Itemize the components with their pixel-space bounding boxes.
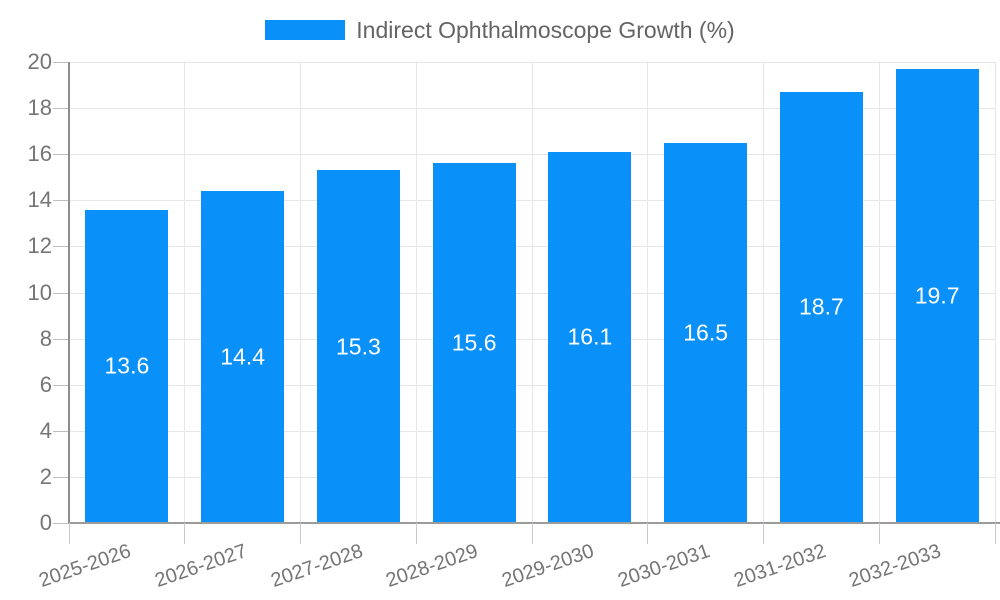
y-axis-tick xyxy=(53,62,68,63)
y-axis-tick-label: 12 xyxy=(27,233,52,259)
x-axis-line xyxy=(68,522,1000,524)
y-axis-tick xyxy=(53,476,68,478)
y-axis-tick-label: 14 xyxy=(27,187,52,213)
y-axis-tick-label: 2 xyxy=(39,463,52,489)
bar-value-label: 13.6 xyxy=(104,352,150,379)
y-axis-tick xyxy=(53,338,68,340)
gridline-vertical xyxy=(878,62,880,523)
y-axis-tick-label: 18 xyxy=(27,95,52,121)
gridline-vertical xyxy=(184,62,186,523)
x-axis-tick-label: 2030-2031 xyxy=(615,540,713,592)
y-axis-tick-label: 8 xyxy=(39,325,52,351)
plot-area: 13.6 14.4 15.3 15.6 16.1 16.5 18.7 19.7 xyxy=(69,62,996,523)
x-axis-tick-label: 2032-2033 xyxy=(846,540,945,592)
y-axis-line xyxy=(68,62,70,523)
y-axis-tick xyxy=(53,523,68,524)
bar-value-label: 14.4 xyxy=(220,343,265,370)
y-axis-tick xyxy=(53,430,68,432)
bar-value-label: 16.5 xyxy=(683,319,728,346)
y-axis-tick-label: 20 xyxy=(27,49,52,74)
bar[interactable]: 19.7 xyxy=(895,68,979,523)
legend-item[interactable]: Indirect Ophthalmoscope Growth (%) xyxy=(265,16,735,44)
gridline-vertical xyxy=(994,62,996,523)
bar[interactable]: 14.4 xyxy=(201,191,285,523)
y-axis-tick-label: 10 xyxy=(27,279,52,305)
legend-label: Indirect Ophthalmoscope Growth (%) xyxy=(356,17,735,43)
x-axis-tick-label: 2028-2029 xyxy=(383,540,482,592)
x-axis-labels: 2025-2026 2026-2027 2027-2028 2028-2029 2029… xyxy=(36,540,995,600)
gridline-vertical xyxy=(763,62,764,523)
y-axis-tick xyxy=(53,154,68,156)
bar-value-label: 15.6 xyxy=(451,329,497,356)
bar[interactable]: 16.1 xyxy=(548,151,632,523)
bar-value-label: 16.1 xyxy=(567,323,613,350)
y-axis-tick xyxy=(53,108,68,110)
bar[interactable]: 13.6 xyxy=(85,209,169,523)
bar-value-label: 19.7 xyxy=(914,282,960,309)
bar[interactable]: 16.5 xyxy=(664,142,748,523)
bar[interactable]: 15.3 xyxy=(316,170,400,523)
legend: Indirect Ophthalmoscope Growth (%) xyxy=(0,16,1000,44)
gridline-vertical xyxy=(647,62,649,523)
y-axis-tick xyxy=(53,200,68,202)
bar[interactable]: 15.6 xyxy=(432,163,516,523)
x-axis-tick-label: 2025-2026 xyxy=(36,540,135,592)
bar-value-label: 18.7 xyxy=(798,293,844,320)
x-axis-tick-label: 2029-2030 xyxy=(499,540,598,592)
y-axis-tick-label: 16 xyxy=(27,141,52,167)
x-axis-tick-label: 2026-2027 xyxy=(152,540,250,592)
legend-swatch xyxy=(265,20,346,40)
y-axis-tick xyxy=(53,384,68,386)
y-axis-tick-label: 6 xyxy=(39,371,52,397)
bar-value-label: 15.3 xyxy=(335,333,381,360)
y-axis-tick xyxy=(53,246,68,248)
x-axis-tick-label: 2031-2032 xyxy=(730,540,829,592)
bar[interactable]: 18.7 xyxy=(779,91,863,523)
y-axis-tick-label: 0 xyxy=(39,510,52,535)
y-axis-tick xyxy=(53,292,68,294)
gridline-vertical xyxy=(300,62,301,523)
gridline-vertical xyxy=(415,62,417,523)
x-axis-tick-label: 2027-2028 xyxy=(267,540,366,592)
y-axis-tick-label: 4 xyxy=(39,417,52,443)
gridline-vertical xyxy=(531,62,533,523)
